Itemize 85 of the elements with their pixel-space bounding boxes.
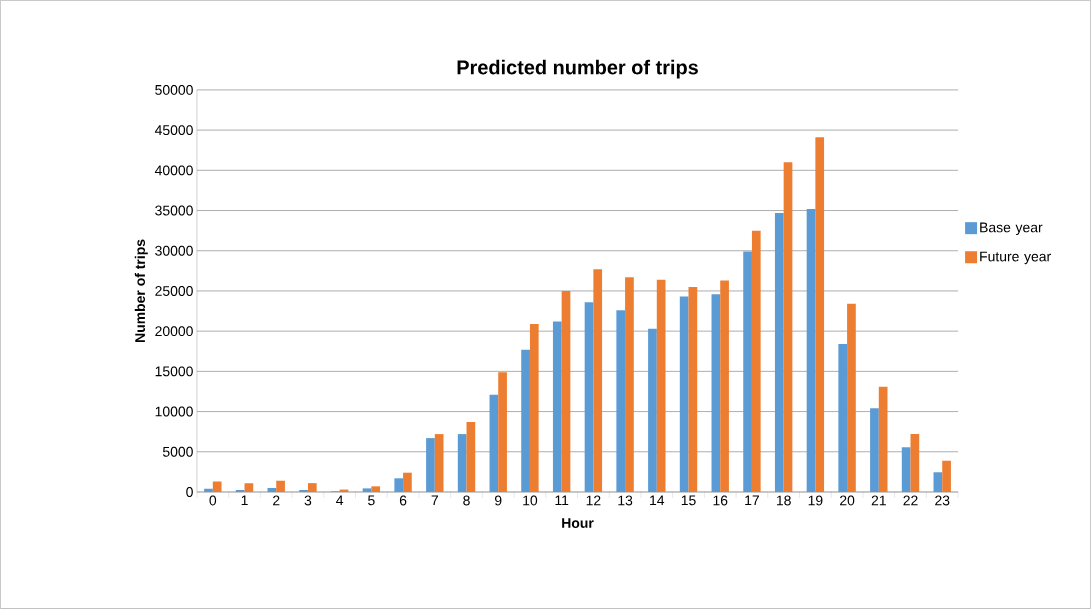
bar [593,269,603,493]
x-tick-label: 4 [336,495,344,506]
bar [783,162,793,493]
x-tick-label: 16 [713,495,728,506]
y-tick-label: 10000 [155,406,193,417]
bar [815,137,825,493]
bar [878,386,888,493]
bar [847,303,856,493]
bar [552,321,562,493]
x-tick-label: 2 [273,495,280,506]
bar [743,251,752,493]
legend-label: Future year [980,251,1051,265]
x-tick-label: 15 [681,495,696,506]
x-tick-label: 9 [495,495,502,506]
x-tick-label: 8 [463,495,470,506]
y-tick-label: 40000 [154,165,193,176]
bar [625,277,634,493]
bar [371,486,381,493]
y-tick-label: 30000 [155,245,193,256]
y-tick-label: 20000 [155,326,193,337]
bar [711,294,721,493]
bar [489,394,499,493]
bar [933,472,943,493]
y-tick-label: 15000 [155,366,193,377]
y-tick-label: 0 [186,487,193,497]
bar [244,483,254,493]
y-tick-label: 35000 [155,205,193,216]
bar [910,434,920,493]
x-tick-label: 5 [368,495,375,506]
bar [394,478,404,493]
x-tick-label: 20 [840,495,855,506]
x-tick-label: 7 [431,495,438,506]
bar [679,296,689,493]
x-tick-label: 19 [808,495,823,506]
bar [307,483,317,493]
bar [457,434,467,493]
y-axis-title: Number of trips [134,239,148,342]
bar [901,447,911,493]
bar [648,328,657,493]
x-tick-label: 3 [304,495,312,506]
y-tick-label: 45000 [154,125,193,136]
x-tick-label: 13 [618,495,633,506]
bar [403,472,412,493]
bar [362,488,372,493]
bar [616,310,626,493]
x-tick-label: 12 [586,495,601,506]
bar [299,490,308,493]
bar [434,434,444,493]
bar [720,280,729,493]
bar [561,291,571,493]
bar [751,230,761,493]
y-tick-label: 50000 [155,85,193,95]
bar [584,302,594,493]
bar [688,286,698,493]
x-tick-label: 0 [209,495,217,506]
y-tick-label: 25000 [155,286,193,296]
bar [774,212,784,493]
bar [521,349,530,493]
bar [466,422,476,493]
y-tick-label: 5000 [162,446,193,457]
bar [806,208,816,493]
bar [235,490,245,493]
bar [656,279,666,493]
legend-label: Base year [980,222,1043,236]
bar [870,408,879,493]
bar [942,460,951,493]
x-axis-title: Hour [562,518,594,529]
bar [529,323,539,493]
bar [426,438,435,493]
bar [498,372,507,493]
x-tick-label: 10 [523,495,538,506]
bar [276,480,285,493]
x-tick-label: 21 [871,495,886,506]
x-tick-label: 6 [399,495,407,506]
x-tick-label: 18 [776,495,791,506]
x-tick-label: 23 [935,495,950,506]
x-tick-label: 11 [555,495,569,506]
x-tick-label: 14 [650,495,665,506]
x-tick-label: 17 [745,495,759,506]
bar [212,481,222,493]
x-tick-label: 22 [903,495,918,506]
x-tick-label: 1 [241,495,248,506]
bar [267,488,277,493]
bar [838,344,848,493]
chart-title: Predicted number of trips [457,59,698,79]
